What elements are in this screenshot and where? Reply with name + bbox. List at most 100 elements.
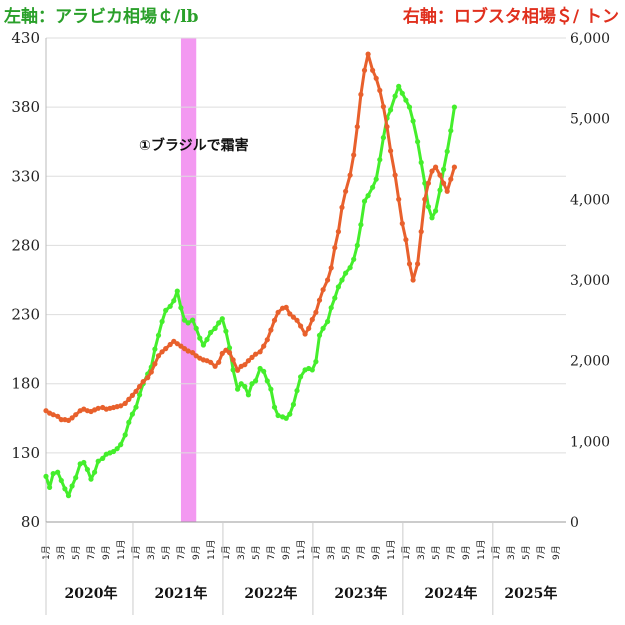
year-label: 2025年 — [504, 585, 557, 602]
right-tick-label: 3,000 — [570, 273, 610, 289]
month-tick-label: 7月 — [446, 545, 457, 560]
arabica-point — [163, 307, 169, 313]
robusta-point — [271, 317, 278, 323]
robusta-point — [309, 316, 315, 323]
robusta-point — [167, 341, 173, 348]
robusta-point — [249, 354, 255, 360]
year-label: 2021年 — [154, 585, 207, 602]
arabica-point — [325, 318, 331, 325]
arabica-point — [133, 404, 139, 410]
robusta-point — [306, 325, 312, 331]
month-tick-label: 3月 — [326, 545, 337, 560]
arabica-point — [84, 466, 90, 473]
month-tick-label: 11月 — [296, 540, 307, 560]
robusta-point — [118, 403, 124, 409]
robusta-point — [73, 412, 79, 418]
robusta-point — [268, 327, 274, 333]
month-tick-label: 11月 — [386, 540, 397, 560]
robusta-point — [294, 317, 300, 323]
robusta-point — [152, 361, 158, 367]
robusta-point — [219, 350, 225, 356]
robusta-point — [133, 388, 139, 394]
arabica-point — [406, 104, 413, 110]
robusta-point — [399, 220, 405, 227]
robusta-point — [212, 363, 218, 369]
robusta-point — [226, 350, 233, 356]
robusta-point — [290, 314, 296, 320]
robusta-point — [361, 67, 368, 73]
year-label: 2022年 — [244, 585, 297, 602]
robusta-point — [444, 188, 450, 194]
arabica-point — [418, 159, 424, 166]
robusta-point — [388, 148, 394, 154]
arabica-point — [114, 446, 120, 452]
arabica-point — [152, 346, 158, 352]
robusta-point — [380, 104, 386, 110]
month-tick-label: 3月 — [416, 545, 427, 560]
arabica-point — [223, 328, 229, 334]
robusta-point — [433, 164, 439, 170]
robusta-point — [145, 375, 151, 381]
robusta-point — [190, 350, 196, 356]
arabica-point — [200, 342, 206, 348]
robusta-point — [332, 245, 338, 251]
arabica-point — [433, 208, 439, 214]
month-tick-label: 1月 — [131, 545, 142, 560]
robusta-point — [316, 297, 323, 303]
robusta-point — [140, 379, 146, 385]
arabica-point — [50, 471, 56, 477]
arabica-point — [316, 332, 323, 338]
month-tick-label: 3月 — [146, 545, 157, 560]
month-tick-label: 5月 — [431, 545, 442, 560]
arabica-point — [275, 412, 281, 419]
arabica-point — [219, 316, 225, 322]
year-label: 2023年 — [334, 585, 387, 602]
arabica-point — [204, 336, 210, 343]
right-tick-label: 1,000 — [570, 434, 610, 450]
arabica-point — [399, 90, 405, 96]
month-tick-label: 7月 — [536, 545, 547, 560]
robusta-line — [45, 52, 456, 422]
arabica-point — [55, 469, 61, 475]
arabica-point — [335, 284, 341, 290]
arabica-point — [73, 475, 79, 481]
arabica-point — [354, 242, 360, 248]
month-tick-label: 1月 — [221, 545, 232, 560]
robusta-point — [283, 304, 289, 310]
arabica-point — [230, 367, 236, 373]
robusta-point — [245, 358, 251, 364]
arabica-point — [174, 288, 180, 294]
robusta-point — [126, 396, 132, 402]
robusta-point — [235, 367, 241, 373]
robusta-point — [448, 176, 454, 182]
arabica-point — [69, 483, 75, 489]
arabica-point — [444, 148, 450, 154]
arabica-point — [415, 139, 421, 145]
arabica-point — [441, 166, 447, 172]
month-tick-label: 9月 — [461, 545, 472, 560]
left-tick-label: 80 — [21, 513, 40, 531]
arabica-point — [373, 176, 379, 182]
arabica-point — [396, 83, 402, 89]
robusta-point — [58, 417, 64, 423]
left-tick-label: 130 — [11, 444, 40, 462]
arabica-point — [290, 401, 296, 408]
left-tick-label: 180 — [11, 375, 40, 393]
arabica-point — [100, 455, 106, 461]
robusta-point — [287, 311, 293, 317]
month-tick-label: 9月 — [101, 545, 112, 560]
month-tick-label: 9月 — [281, 545, 292, 560]
arabica-point — [287, 411, 293, 417]
month-tick-label: 7月 — [86, 545, 97, 560]
robusta-point — [396, 196, 402, 202]
robusta-point — [257, 349, 263, 355]
robusta-point — [185, 348, 191, 354]
month-tick-label: 11月 — [116, 540, 127, 560]
month-tick-label: 5月 — [341, 545, 352, 560]
robusta-point — [339, 204, 345, 210]
arabica-point — [271, 404, 278, 410]
arabica-point — [242, 383, 248, 390]
arabica-point — [216, 320, 222, 326]
robusta-point — [298, 323, 304, 329]
